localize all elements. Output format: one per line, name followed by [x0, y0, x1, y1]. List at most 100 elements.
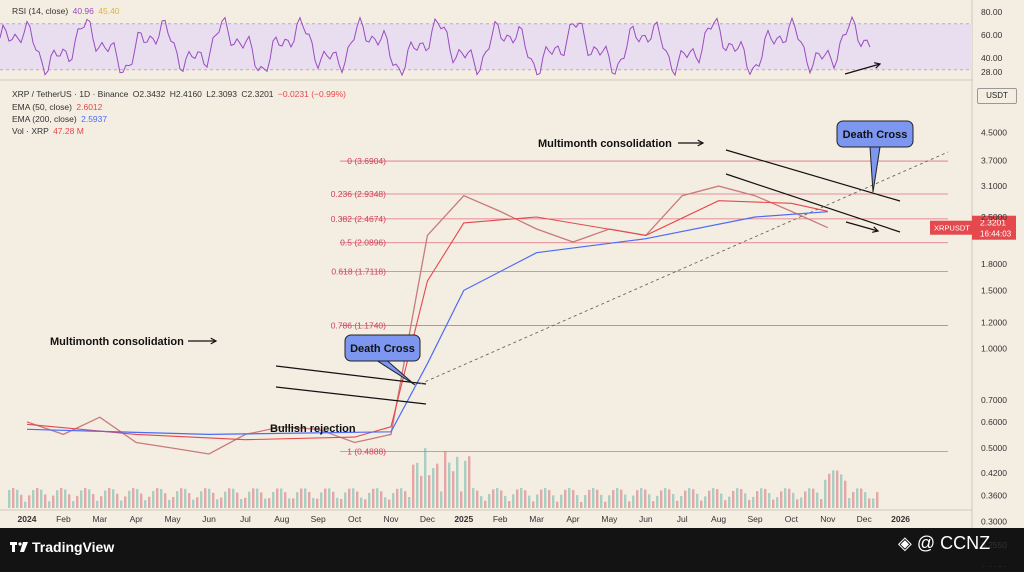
rsi-value: 40.96: [72, 6, 94, 16]
price-tick-label: 0.2550: [981, 540, 1007, 550]
volume-bar: [400, 488, 403, 508]
volume-bar: [604, 501, 607, 508]
volume-bar: [812, 488, 815, 508]
volume-bar: [688, 488, 691, 508]
time-tick-label: Apr: [130, 514, 143, 524]
volume-bar: [644, 489, 647, 508]
volume-bar: [180, 488, 183, 508]
volume-bar: [668, 489, 671, 508]
time-tick-label: Jun: [639, 514, 653, 524]
volume-bar: [208, 488, 211, 508]
volume-bar: [464, 460, 467, 508]
volume-bar: [700, 500, 703, 508]
volume-bar: [552, 495, 555, 508]
volume-bar: [520, 488, 523, 508]
volume-bar: [340, 498, 343, 508]
series-line-0: [26, 185, 829, 455]
volume-bar: [648, 494, 651, 508]
volume-bar: [576, 495, 579, 508]
volume-bar: [376, 488, 379, 508]
volume-bar: [324, 488, 327, 508]
arrow-rsi: [844, 63, 881, 75]
volume-bar: [428, 475, 431, 508]
volume-bar: [176, 491, 179, 508]
volume-bar: [48, 501, 51, 508]
volume-bar: [616, 488, 619, 508]
volume-bar: [436, 463, 439, 508]
volume-bar: [308, 491, 311, 508]
volume-bar: [740, 489, 743, 508]
volume-bar: [752, 496, 755, 508]
price-axis[interactable]: 4.5000 3.7000 3.1000 2.5000 1.8000 1.5000 1.20…: [981, 128, 1007, 572]
volume-bar: [748, 499, 751, 508]
volume-bar: [612, 490, 615, 508]
volume-bar: [236, 492, 239, 508]
volume-bar: [160, 488, 163, 508]
volume-bar: [316, 498, 319, 508]
volume-bar: [40, 489, 43, 508]
volume-label: Vol · XRP: [12, 126, 49, 136]
volume-bar: [20, 494, 23, 508]
volume-bar: [692, 489, 695, 508]
volume-bar: [684, 490, 687, 508]
time-tick-label: Mar: [529, 514, 544, 524]
volume-bar: [832, 470, 835, 508]
volume-bar: [848, 498, 851, 508]
time-tick-label: Oct: [348, 514, 362, 524]
currency-button[interactable]: USDT: [977, 88, 1017, 104]
volume-legend[interactable]: Vol · XRP 47.28 M: [12, 126, 84, 136]
low-value: L2.3093: [206, 89, 238, 99]
drawings[interactable]: Multimonth consolidation Multimonth conso…: [50, 62, 949, 435]
rsi-legend[interactable]: RSI (14, close) 40.96 45.40: [12, 6, 120, 16]
volume-bar: [204, 488, 207, 508]
volume-bar: [36, 488, 39, 508]
price-tick-label: 1.5000: [981, 285, 1007, 295]
volume-bar: [768, 493, 771, 508]
time-tick-label: Apr: [566, 514, 579, 524]
arrow-consolidation-left-head: [210, 337, 218, 345]
volume-bar: [200, 491, 203, 508]
volume-bar: [516, 489, 519, 508]
volume-bar: [88, 489, 91, 508]
rsi-axis[interactable]: 80.00 60.00 40.00 28.00: [981, 7, 1003, 77]
annotation-bullish-rejection: Bullish rejection: [270, 423, 356, 435]
callout-death-cross-2-pointer: [869, 146, 881, 193]
volume-bar: [500, 490, 503, 508]
volume-bars: [8, 448, 879, 508]
volume-bar: [624, 494, 627, 508]
arrow-channel: [845, 221, 879, 232]
tradingview-logo[interactable]: TradingView: [10, 539, 114, 555]
volume-bar: [420, 475, 423, 508]
time-tick-label: Jun: [202, 514, 216, 524]
volume-bar: [244, 497, 247, 508]
arrow-channel-head: [872, 226, 880, 233]
symbol-legend[interactable]: XRP / TetherUS · 1D · Binance O2.3432 H2…: [12, 89, 346, 99]
volume-bar: [296, 492, 299, 508]
time-tick-label: Oct: [785, 514, 799, 524]
volume-bar: [724, 500, 727, 508]
volume-bar: [484, 500, 487, 508]
volume-bar: [68, 494, 71, 508]
volume-bar: [664, 488, 667, 508]
ema50-legend[interactable]: EMA (50, close) 2.6012: [12, 102, 102, 112]
volume-bar: [72, 501, 75, 508]
price-tag-symbol: XRPUSDT: [934, 224, 970, 233]
arrow-rsi-head: [874, 62, 882, 69]
price-tick-label: 0.6000: [981, 417, 1007, 427]
volume-bar: [852, 491, 855, 508]
ema200-legend[interactable]: EMA (200, close) 2.5937: [12, 114, 107, 124]
volume-bar: [636, 490, 639, 508]
time-axis[interactable]: 2024 Feb Mar Apr May Jun Jul Aug Sep Oct Nov Dec 202…: [18, 514, 911, 524]
fib-retracement[interactable]: 0 (3.6904) 0.236 (2.9348) 0.382 (2.4674) 0.…: [331, 156, 948, 456]
volume-bar: [172, 496, 175, 508]
price-tick-label: 3.7000: [981, 156, 1007, 166]
volume-bar: [128, 490, 131, 508]
volume-bar: [672, 494, 675, 508]
volume-bar: [640, 488, 643, 508]
fib-level-label: 0.236 (2.9348): [331, 189, 386, 199]
volume-bar: [704, 496, 707, 508]
volume-bar: [528, 495, 531, 508]
channel-upper-right: [725, 149, 901, 202]
volume-bar: [108, 488, 111, 508]
